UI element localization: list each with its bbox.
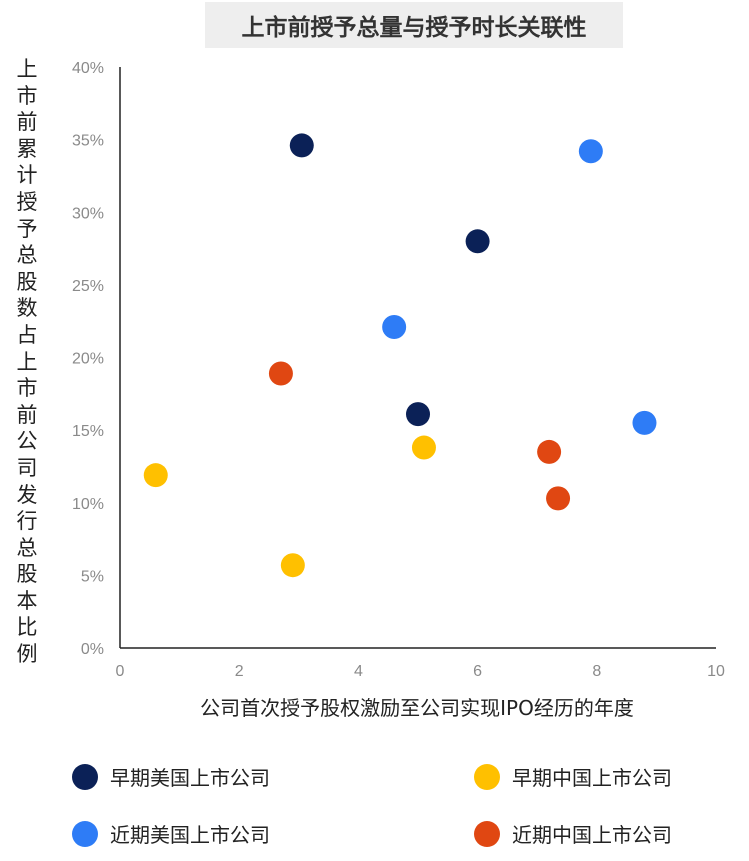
y-tick-label: 20%	[72, 351, 104, 368]
y-tick-label: 5%	[81, 568, 104, 585]
legend-item-recent-us: 近期美国上市公司	[72, 819, 270, 848]
x-tick-label: 2	[235, 663, 244, 680]
y-tick-label: 15%	[72, 423, 104, 440]
legend-marker	[72, 820, 98, 847]
scatter-chart: 0% 5% 10% 15% 20% 25% 30% 35% 40% 0 2 4 6 8 10	[72, 60, 725, 680]
chart-title-box: 上市前授予总量与授予时长关联性	[205, 2, 623, 48]
legend-marker	[474, 820, 500, 847]
x-tick-label: 4	[354, 663, 363, 680]
x-tick-label: 0	[116, 663, 125, 680]
y-tick-label: 40%	[72, 60, 104, 77]
scatter-point	[465, 229, 490, 254]
x-tick-labels: 0 2 4 6 8 10	[116, 663, 725, 680]
scatter-point	[411, 435, 436, 460]
x-tick-label: 8	[592, 663, 601, 680]
y-tick-label: 0%	[81, 641, 104, 658]
x-axis-label: 公司首次授予股权激励至公司实现IPO经历的年度	[200, 696, 634, 720]
scatter-point	[546, 486, 571, 511]
y-tick-label: 10%	[72, 496, 104, 513]
scatter-point	[280, 553, 305, 578]
x-tick-label: 6	[473, 663, 482, 680]
chart-title: 上市前授予总量与授予时长关联性	[241, 15, 587, 41]
legend-label: 近期中国上市公司	[512, 823, 672, 847]
axes	[119, 67, 716, 649]
scatter-point	[578, 139, 603, 164]
y-tick-label: 25%	[72, 278, 104, 295]
legend-label: 早期美国上市公司	[110, 766, 270, 790]
y-axis-label: 上市前累计授予总股数占上市前公司发行总股本比例	[16, 57, 38, 667]
legend-item-early-us: 早期美国上市公司	[72, 762, 270, 791]
x-tick-label: 10	[707, 663, 725, 680]
scatter-point	[537, 439, 562, 464]
y-tick-labels: 0% 5% 10% 15% 20% 25% 30% 35% 40%	[72, 60, 104, 658]
legend-item-recent-cn: 近期中国上市公司	[474, 819, 672, 848]
legend-marker	[72, 763, 98, 790]
y-tick-label: 30%	[72, 205, 104, 222]
scatter-point	[289, 133, 314, 158]
legend-item-early-cn: 早期中国上市公司	[474, 762, 672, 791]
scatter-point	[406, 402, 430, 427]
scatter-point	[632, 410, 657, 435]
legend-label: 早期中国上市公司	[512, 766, 672, 790]
data-points	[143, 133, 657, 578]
y-tick-label: 35%	[72, 133, 104, 150]
scatter-point	[143, 463, 168, 488]
scatter-point	[382, 314, 407, 339]
scatter-point	[268, 361, 293, 386]
legend-marker	[474, 763, 500, 790]
legend-label: 近期美国上市公司	[110, 823, 270, 847]
